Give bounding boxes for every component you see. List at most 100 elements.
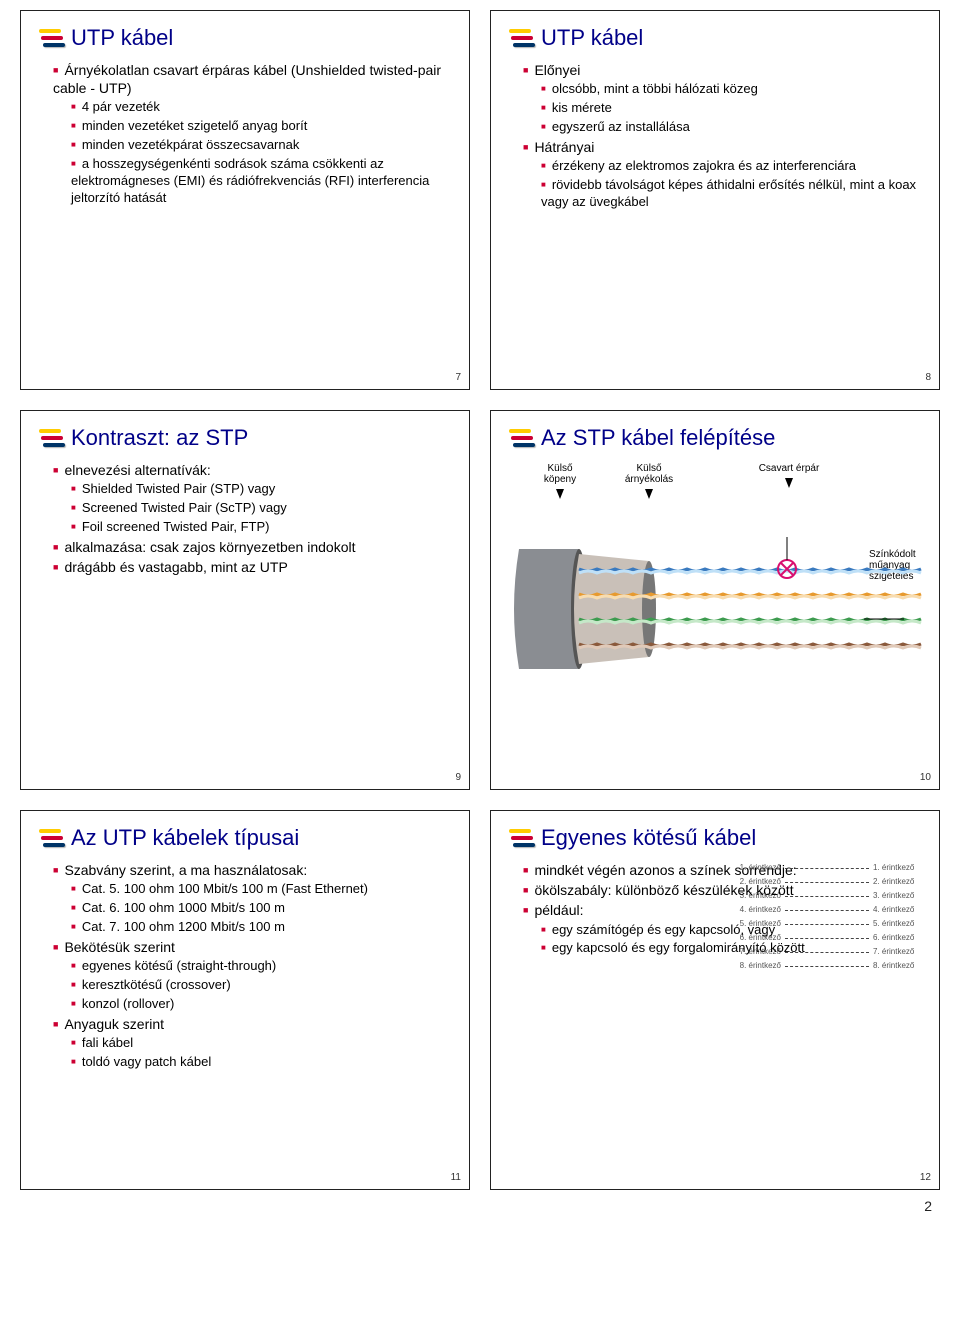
slide-title-icon [509, 427, 531, 449]
bullet-item: Cat. 5. 100 ohm 100 Mbit/s 100 m (Fast E… [71, 881, 451, 898]
bullet-item: Bekötésük szerint egyenes kötésű (straigh… [53, 938, 451, 1013]
slide-number: 9 [455, 772, 461, 783]
bullet-list: egy számítógép és egy kapcsoló, vagyegy … [541, 922, 921, 958]
bullet-text: Cat. 7. 100 ohm 1200 Mbit/s 100 m [82, 919, 285, 934]
bullet-list: Cat. 5. 100 ohm 100 Mbit/s 100 m (Fast E… [71, 881, 451, 936]
bullet-text: Előnyei [534, 62, 580, 78]
bullet-text: Cat. 6. 100 ohm 1000 Mbit/s 100 m [82, 900, 285, 915]
slide-title: UTP kábel [541, 25, 643, 51]
bullet-text: konzol (rollover) [82, 996, 174, 1011]
bullet-item: Screened Twisted Pair (ScTP) vagy [71, 500, 451, 517]
bullet-item: alkalmazása: csak zajos környezetben ind… [53, 538, 451, 556]
bullet-item: elnevezési alternatívák: Shielded Twisted… [53, 461, 451, 536]
bullet-item: kis mérete [541, 100, 921, 117]
slide-body: Előnyei olcsóbb, mint a többi hálózati kö… [505, 59, 925, 383]
pin-right: 1. érintkező [869, 863, 917, 873]
bullet-item: egy számítógép és egy kapcsoló, vagy [541, 922, 921, 939]
bullet-item: olcsóbb, mint a többi hálózati közeg [541, 81, 921, 98]
bullet-text: Shielded Twisted Pair (STP) vagy [82, 481, 275, 496]
bullet-text: egyenes kötésű (straight-through) [82, 958, 276, 973]
bullet-item: a hosszegységenkénti sodrások száma csök… [71, 156, 451, 207]
stp-cable-svg [509, 519, 929, 689]
bullet-list: Szabvány szerint, a ma használatosak:Cat… [53, 861, 451, 1071]
slide-body: Szabvány szerint, a ma használatosak:Cat… [35, 859, 455, 1183]
slide: Kontraszt: az STP elnevezési alternatívák… [20, 410, 470, 790]
bullet-text: rövidebb távolságot képes áthidalni erős… [541, 177, 916, 209]
bullet-list: egyenes kötésű (straight-through)kereszt… [71, 958, 451, 1013]
bullet-item: rövidebb távolságot képes áthidalni erős… [541, 177, 921, 211]
slide-body: elnevezési alternatívák: Shielded Twisted… [35, 459, 455, 783]
stp-figure: Külső köpenyKülső árnyékolásCsavart érpá… [509, 459, 921, 749]
slide-number: 12 [920, 1172, 931, 1183]
slide-number: 11 [451, 1172, 461, 1183]
bullet-list: 4 pár vezetékminden vezetéket szigetelő … [71, 99, 451, 206]
bullet-list: érzékeny az elektromos zajokra és az int… [541, 158, 921, 211]
bullet-text: toldó vagy patch kábel [82, 1054, 211, 1069]
slide: Az UTP kábelek típusai Szabvány szerint, … [20, 810, 470, 1190]
bullet-text: Bekötésük szerint [64, 939, 175, 955]
bullet-text: Screened Twisted Pair (ScTP) vagy [82, 500, 287, 515]
slide-title: Kontraszt: az STP [71, 425, 248, 451]
bullet-item: Szabvány szerint, a ma használatosak:Cat… [53, 861, 451, 936]
bullet-text: Árnyékolatlan csavart érpáras kábel (Uns… [53, 62, 441, 96]
label-outer-shield: Külső árnyékolás [619, 463, 679, 499]
bullet-item: Cat. 7. 100 ohm 1200 Mbit/s 100 m [71, 919, 451, 936]
label-twisted-pair: Csavart érpár [749, 463, 829, 488]
pin-left: 8. érintkező [737, 961, 785, 971]
bullet-item: egy kapcsoló és egy forgalomirányító köz… [541, 940, 921, 957]
bullet-list: olcsóbb, mint a többi hálózati közeg kis … [541, 81, 921, 136]
bullet-item: mindkét végén azonos a színek sorrendje:… [523, 861, 921, 879]
pin-line [785, 966, 869, 967]
bullet-text: minden vezetéket szigetelő anyag borít [82, 118, 307, 133]
bullet-text: ökölszabály: különböző készülékek között [534, 882, 793, 898]
bullet-text: Anyaguk szerint [64, 1016, 164, 1032]
bullet-text: kis mérete [552, 100, 612, 115]
slide-title-row: Egyenes kötésű kábel [509, 825, 925, 851]
bullet-text: elnevezési alternatívák: [64, 462, 210, 478]
bullet-item: például: egy számítógép és egy kapcsoló, … [523, 901, 921, 957]
slide-title-row: Az STP kábel felépítése [509, 425, 925, 451]
bullet-item: Előnyei olcsóbb, mint a többi hálózati kö… [523, 61, 921, 136]
pinout-row: 1. érintkező1. érintkező [737, 861, 917, 875]
slides-grid: UTP kábel Árnyékolatlan csavart érpáras k… [20, 10, 940, 1190]
slide-body: Árnyékolatlan csavart érpáras kábel (Uns… [35, 59, 455, 383]
bullet-item: Cat. 6. 100 ohm 1000 Mbit/s 100 m [71, 900, 451, 917]
slide-title-row: Az UTP kábelek típusai [39, 825, 455, 851]
slide-body: Külső köpenyKülső árnyékolásCsavart érpá… [505, 459, 925, 783]
slide: UTP kábel Árnyékolatlan csavart érpáras k… [20, 10, 470, 390]
bullet-text: például: [534, 902, 583, 918]
pin-right: 8. érintkező [869, 961, 917, 971]
bullet-text: egyszerű az installálása [552, 119, 690, 134]
slide: UTP kábel Előnyei olcsóbb, mint a többi há… [490, 10, 940, 390]
bullet-text: Foil screened Twisted Pair, FTP) [82, 519, 270, 534]
bullet-text: alkalmazása: csak zajos környezetben ind… [64, 539, 355, 555]
bullet-item: egyenes kötésű (straight-through) [71, 958, 451, 975]
bullet-item: minden vezetéket szigetelő anyag borít [71, 118, 451, 135]
bullet-text: a hosszegységenkénti sodrások száma csök… [71, 156, 429, 205]
slide-title-row: Kontraszt: az STP [39, 425, 455, 451]
slide-title-row: UTP kábel [509, 25, 925, 51]
slide-title: Az UTP kábelek típusai [71, 825, 299, 851]
slide-title: UTP kábel [71, 25, 173, 51]
bullet-item: fali kábel [71, 1035, 451, 1052]
slide-title-icon [39, 427, 61, 449]
bullet-text: egy kapcsoló és egy forgalomirányító köz… [552, 940, 805, 955]
bullet-text: Cat. 5. 100 ohm 100 Mbit/s 100 m (Fast E… [82, 881, 368, 896]
bullet-item: minden vezetékpárat összecsavarnak [71, 137, 451, 154]
slide-number: 10 [920, 772, 931, 783]
bullet-list: Árnyékolatlan csavart érpáras kábel (Uns… [53, 61, 451, 207]
slide-title-icon [509, 27, 531, 49]
slide-title: Az STP kábel felépítése [541, 425, 775, 451]
slide-title-row: UTP kábel [39, 25, 455, 51]
bullet-item: ökölszabály: különböző készülékek között [523, 881, 921, 899]
bullet-item: Shielded Twisted Pair (STP) vagy [71, 481, 451, 498]
page-number: 2 [924, 1198, 932, 1214]
bullet-item: konzol (rollover) [71, 996, 451, 1013]
bullet-text: Hátrányai [534, 139, 594, 155]
pinout-row: 8. érintkező 8. érintkező [737, 959, 917, 973]
slide-title-icon [39, 827, 61, 849]
bullet-text: minden vezetékpárat összecsavarnak [82, 137, 300, 152]
bullet-text: drágább és vastagabb, mint az UTP [64, 559, 287, 575]
bullet-item: egyszerű az installálása [541, 119, 921, 136]
slide-body: mindkét végén azonos a színek sorrendje:… [505, 859, 925, 1183]
